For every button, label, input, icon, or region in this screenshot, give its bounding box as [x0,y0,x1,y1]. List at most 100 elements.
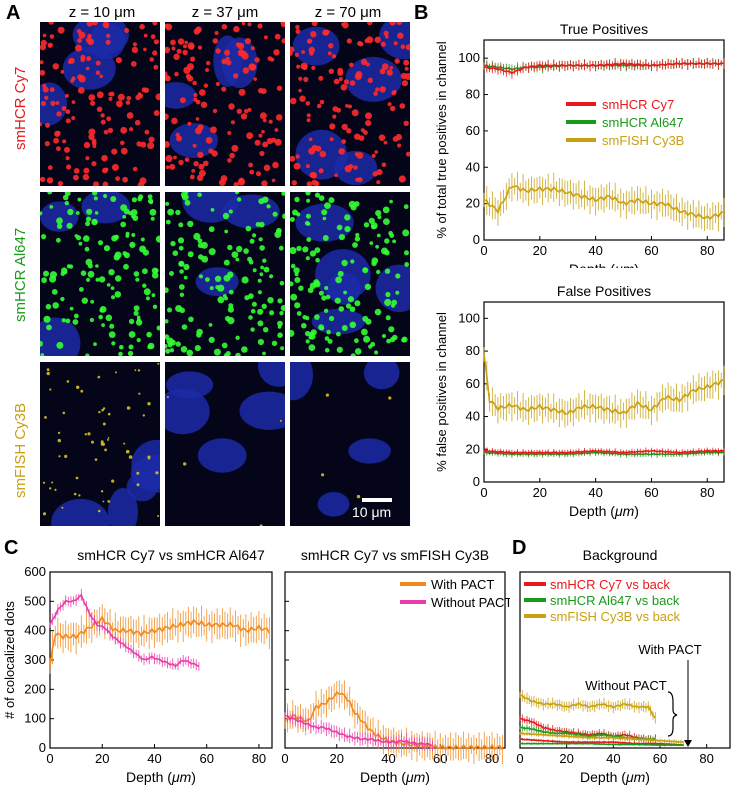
false-positives-chart: False Positives 0 20 40 60 80 0 20 40 60 80 100 % fa… [434,283,725,519]
y-tick-label: 0 [39,740,46,755]
legend-label: smHCR Cy7 [602,97,674,112]
x-tick-label: 20 [95,751,109,766]
x-tick-label: 40 [147,751,161,766]
colocalized-dots-charts: smHCR Cy7 vs smHCR Al647 smHCR Cy7 vs smF… [2,547,510,785]
micrograph-tile [165,22,285,186]
series-line [483,185,725,221]
x-tick-label: 40 [588,485,602,500]
panel-letter-d: D [512,537,527,559]
series-line [49,614,271,667]
y-tick-label: 60 [466,123,480,138]
x-axis-label: Depth (μm) [569,503,639,519]
z-title-37: z = 37 μm [191,4,259,21]
series-line [519,694,656,719]
y-axis-label: % of total true positives in channel [434,41,449,238]
background-chart: Background 0 20 40 60 80 Depth (μm) smHCR Cy7 v… [516,547,731,785]
x-tick-label: 80 [485,751,499,766]
micrograph-tile [40,192,160,356]
x-tick-label: 60 [644,485,658,500]
y-tick-label: 0 [473,474,480,489]
y-tick-label: 20 [466,196,480,211]
panel-letter-b: B [414,2,429,24]
x-tick-label: 40 [606,751,620,766]
chart-title: Background [583,547,658,563]
x-tick-label: 80 [700,485,714,500]
y-tick-label: 20 [466,441,480,456]
micrograph-tile [290,192,410,356]
y-tick-label: 400 [24,623,46,638]
series-line [49,593,200,668]
x-tick-label: 0 [480,243,487,258]
micrograph-tile [40,362,160,526]
x-tick-label: 80 [252,751,266,766]
row-label-smhcr-cy7: smHCR Cy7 [12,66,29,150]
y-tick-label: 40 [466,409,480,424]
x-tick-label: 0 [516,751,523,766]
legend-label: smFISH Cy3B [602,133,684,148]
y-tick-label: 300 [24,652,46,667]
x-tick-label: 20 [330,751,344,766]
x-tick-label: 80 [699,751,713,766]
chart-title: True Positives [560,21,648,37]
x-axis-label: Depth (μm) [126,769,196,785]
legend-label: smHCR Al647 [602,115,684,130]
y-tick-label: 80 [466,343,480,358]
x-axis-label: Depth (μm) [580,769,650,785]
x-axis-label: Depth (μm) [360,769,430,785]
row-label-smfish-cy3b: smFISH Cy3B [12,402,29,498]
x-tick-label: 20 [533,243,547,258]
panel-letter-c: C [4,537,19,559]
legend-label: smFISH Cy3B vs back [550,609,681,624]
x-axis-label: Depth (μm) [569,261,639,268]
legend-label: With PACT [431,577,494,592]
x-tick-label: 40 [381,751,395,766]
x-tick-label: 60 [644,243,658,258]
plot-frame [483,39,725,241]
true-positives-chart: True Positives 0 20 40 60 80 0 20 40 60 80 100 % of … [434,21,725,268]
legend-label: smHCR Al647 vs back [550,593,680,608]
y-tick-label: 600 [24,564,46,579]
series-line [519,742,684,747]
series-line [284,714,433,747]
chart-title: smHCR Cy7 vs smFISH Cy3B [301,547,489,563]
panel-letter-a: A [6,2,21,24]
scale-bar-label: 10 μm [352,504,392,520]
x-tick-label: 0 [281,751,288,766]
annotation-brace [667,691,678,737]
micrograph-tile [40,22,160,186]
chart-title: False Positives [557,283,651,299]
row-label-smhcr-al647: smHCR Al647 [12,227,29,322]
x-tick-label: 0 [480,485,487,500]
scale-bar [362,498,392,502]
series-line [519,732,684,744]
legend-label: Without PACT [431,595,510,610]
y-tick-label: 100 [458,310,480,325]
x-tick-label: 40 [588,243,602,258]
y-axis-label: # of colocalized dots [2,601,17,719]
micrograph-tile [290,362,410,526]
micrograph-tile [290,22,410,186]
y-tick-label: 40 [466,159,480,174]
series-line [520,738,684,746]
series-line [483,61,725,75]
y-axis-label: % false positives in channel [434,312,449,472]
annotation-arrowhead [684,740,692,747]
x-tick-label: 60 [199,751,213,766]
legend-label: smHCR Cy7 vs back [550,577,670,592]
x-tick-label: 80 [700,243,714,258]
y-tick-label: 100 [24,711,46,726]
x-tick-label: 60 [653,751,667,766]
series-line [483,449,725,454]
chart-title: smHCR Cy7 vs smHCR Al647 [77,547,265,563]
y-tick-label: 60 [466,376,480,391]
x-tick-label: 20 [533,485,547,500]
y-tick-label: 0 [473,232,480,247]
y-tick-label: 500 [24,593,46,608]
z-title-10: z = 10 μm [68,4,136,21]
micrograph-tile [165,362,285,526]
y-tick-label: 80 [466,87,480,102]
plot-frame [519,571,731,749]
annotation-without-pact: Without PACT [585,678,666,693]
microscopy-grid [40,22,410,526]
annotation-with-pact: With PACT [638,642,701,657]
